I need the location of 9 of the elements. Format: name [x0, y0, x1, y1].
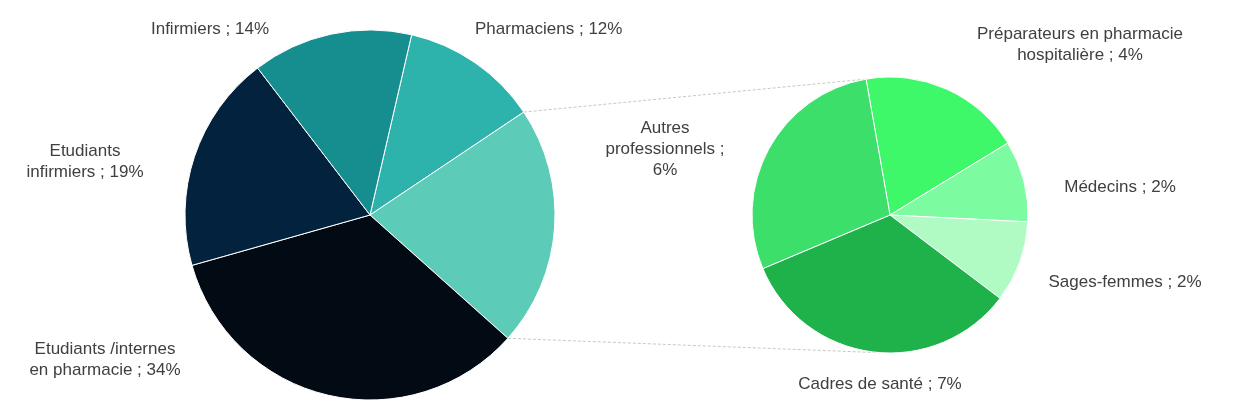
slice-label: Médecins ; 2%	[1064, 177, 1176, 197]
slice-label: Etudiants infirmiers ; 19%	[26, 140, 144, 181]
slice-label: Etudiants /internes en pharmacie ; 34%	[29, 338, 181, 379]
slice-label: Sages-femmes ; 2%	[1048, 272, 1202, 292]
slice-label: Préparateurs en pharmacie hospitalière ; 4%	[976, 23, 1184, 64]
slice-label: Infirmiers ; 14%	[150, 19, 270, 39]
slice-label: Pharmaciens ; 12%	[475, 19, 623, 39]
slice-label: Cadres de santé ; 7%	[798, 374, 962, 394]
slice-label: Autres professionnels ; 6%	[605, 118, 725, 180]
